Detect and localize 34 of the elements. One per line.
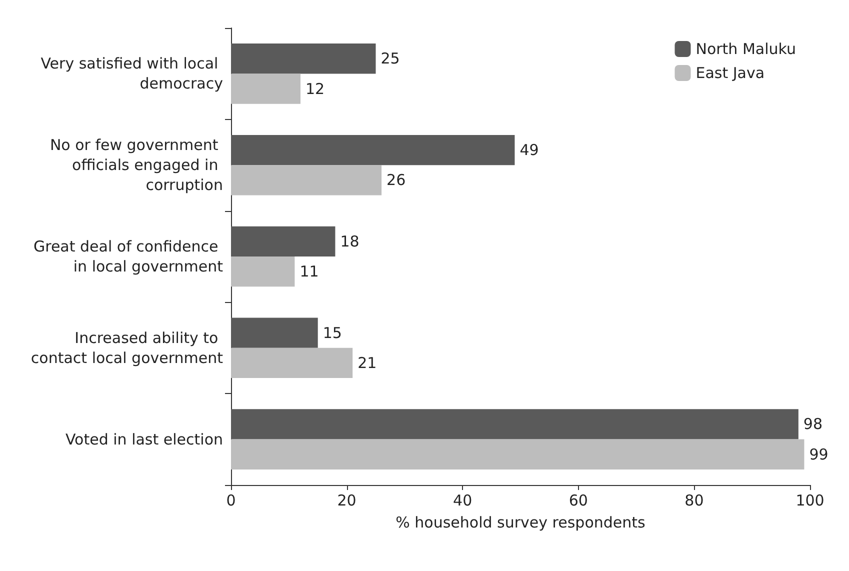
x-axis-title: % household survey respondents — [396, 514, 646, 532]
x-tick-label: 0 — [226, 492, 236, 510]
data-label: 21 — [358, 354, 377, 372]
bar — [231, 74, 300, 104]
data-label: 12 — [305, 80, 325, 98]
legend-label: North Maluku — [696, 40, 796, 58]
bar — [231, 409, 798, 440]
data-label: 26 — [386, 171, 406, 190]
data-label: 18 — [340, 232, 360, 250]
y-tick-label: Increased ability to contact local government — [30, 328, 224, 367]
data-label: 49 — [520, 141, 539, 160]
bar — [231, 165, 382, 196]
x-tick-label: 80 — [684, 492, 704, 510]
legend-label: East Java — [696, 64, 765, 82]
x-tick-label: 40 — [453, 492, 472, 510]
data-label: 98 — [803, 415, 823, 434]
y-tick-label: Voted in last election — [65, 430, 223, 448]
bar — [231, 226, 336, 256]
data-label: 15 — [322, 324, 342, 342]
bar — [231, 134, 515, 166]
x-tick-label: 100 — [796, 492, 824, 510]
y-tick-label: Very satisfied with local democracy — [40, 54, 224, 93]
y-tick-label: Great deal of confidence in local government — [33, 238, 224, 276]
bar — [231, 348, 353, 378]
data-label: 25 — [380, 50, 400, 68]
data-label: 11 — [300, 262, 319, 281]
bar — [231, 44, 376, 74]
bar — [231, 256, 295, 287]
data-label: 99 — [809, 445, 828, 464]
bar — [231, 439, 804, 470]
y-tick-label: No or few government officials engaged in corruption — [50, 136, 223, 194]
bar — [231, 318, 318, 348]
x-tick-label: 60 — [568, 492, 588, 510]
x-tick-label: 20 — [337, 492, 356, 510]
